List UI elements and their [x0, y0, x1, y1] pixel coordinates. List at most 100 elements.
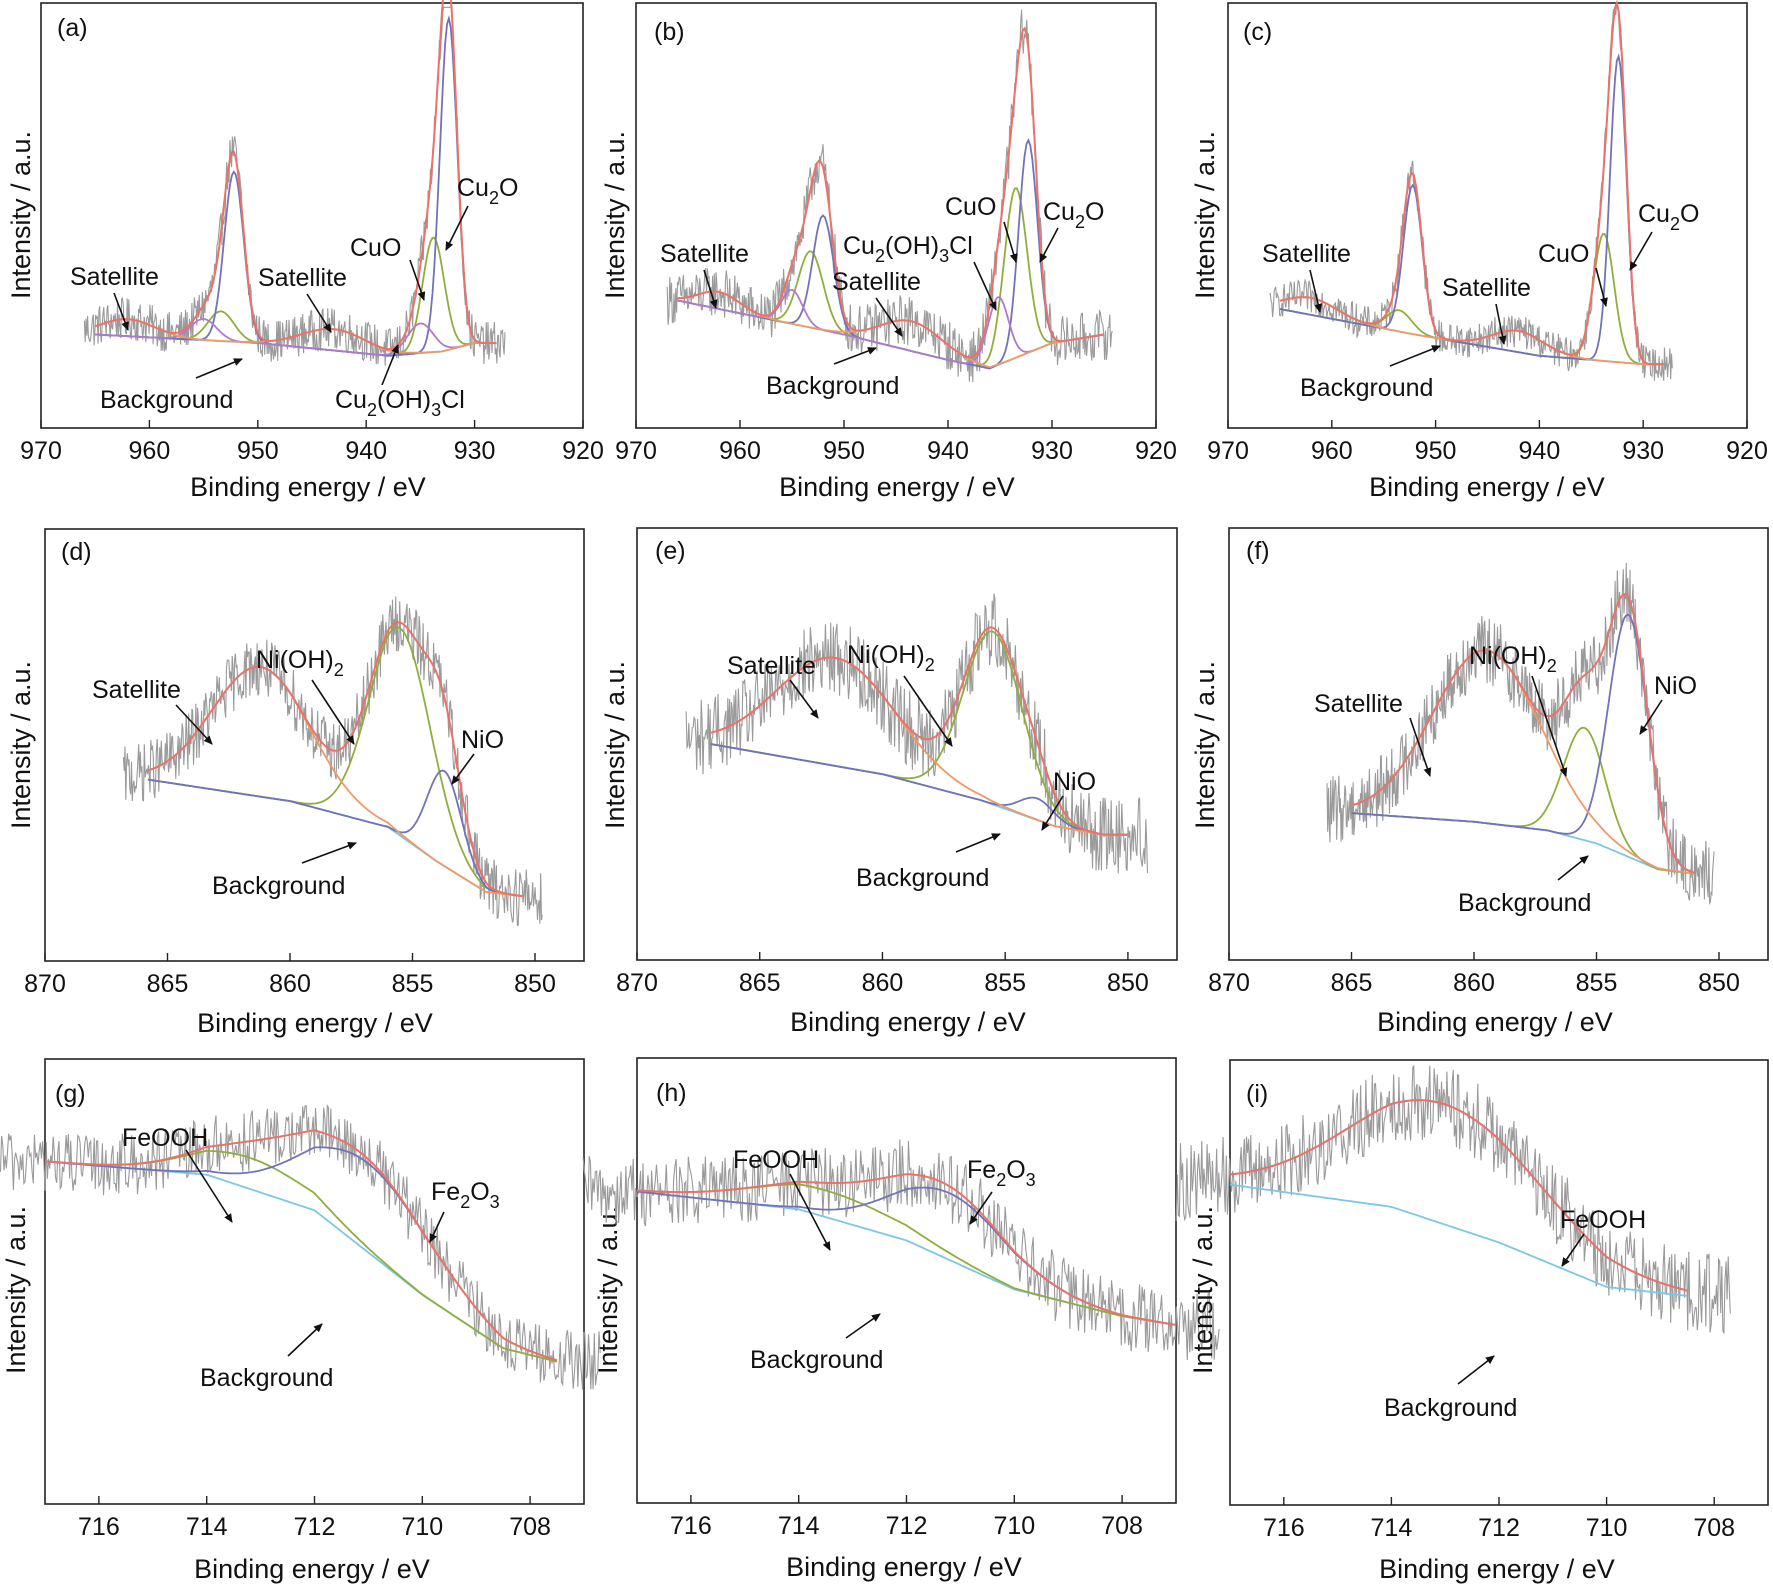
x-tick-label: 714	[778, 1512, 820, 1540]
annotation-arrow	[1389, 345, 1441, 367]
y-axis-label: Intensity / a.u.	[1188, 1206, 1218, 1374]
x-ticks: 870 865 860 855 850	[24, 953, 556, 998]
x-ticks: 970 960 950 940 930 920	[20, 420, 604, 465]
series-nio-line	[1351, 613, 1695, 874]
plot-frame	[636, 527, 1178, 961]
panel-f: (f) Intensity / a.u. Binding energy / eV…	[1190, 527, 1769, 1037]
annotation-label: Satellite	[1314, 690, 1403, 718]
svg-text:FeOOH: FeOOH	[1560, 1206, 1646, 1234]
panel-label: (c)	[1243, 18, 1272, 46]
x-tick-label: 710	[993, 1512, 1035, 1540]
y-axis-label: Intensity / a.u.	[600, 661, 630, 829]
svg-text:Satellite: Satellite	[92, 676, 181, 704]
annotation: FeOOH	[733, 1146, 831, 1251]
annotation-arrow	[1309, 269, 1323, 313]
x-axis-label: Binding energy / eV	[1379, 1554, 1615, 1584]
annotation-arrow	[845, 1313, 881, 1339]
annotation-arrow	[1531, 675, 1568, 777]
annotation-label: Background	[100, 386, 233, 414]
x-tick-label: 714	[1371, 1514, 1413, 1542]
x-axis-label: Binding energy / eV	[194, 1554, 430, 1584]
x-tick-label: 930	[1622, 437, 1664, 465]
annotation-label: CuO	[1538, 240, 1589, 268]
x-axis-label: Binding energy / eV	[190, 472, 426, 502]
annotation: Background	[212, 842, 357, 900]
annotation-arrow	[451, 753, 475, 785]
annotation-label: Background	[1300, 374, 1433, 402]
y-axis-label: Intensity / a.u.	[1190, 661, 1220, 829]
y-axis-label: Intensity / a.u.	[1, 1206, 31, 1374]
series-nio-line	[710, 743, 1128, 836]
x-tick-label: 870	[24, 970, 66, 998]
svg-text:FeOOH: FeOOH	[122, 1124, 208, 1152]
x-tick-label: 708	[1101, 1512, 1143, 1540]
annotation-arrow	[311, 679, 355, 745]
svg-text:FeOOH: FeOOH	[733, 1146, 819, 1174]
annotation: CuO	[945, 193, 1018, 263]
annotation: Background	[200, 1323, 333, 1392]
series-cu2o-line	[1279, 53, 1664, 366]
svg-text:NiO: NiO	[1053, 768, 1096, 796]
annotation: Cu2O	[1629, 200, 1699, 271]
x-ticks: 970 960 950 940 930 920	[1207, 420, 1768, 465]
x-tick-label: 930	[1031, 437, 1073, 465]
x-tick-label: 960	[1311, 437, 1353, 465]
x-axis-label: Binding energy / eV	[1369, 472, 1605, 502]
annotation-arrow	[789, 1173, 831, 1251]
annotation-arrow	[195, 358, 243, 379]
annotation: FeOOH	[1560, 1206, 1646, 1267]
annotation: NiO	[1041, 768, 1096, 831]
x-axis-label: Binding energy / eV	[786, 1552, 1022, 1582]
series-curves	[1326, 562, 1715, 905]
svg-text:Background: Background	[212, 872, 345, 900]
series-curves	[666, 9, 1113, 383]
annotation: Fe2O3	[429, 1178, 500, 1243]
panel-label: (i)	[1246, 1080, 1268, 1108]
svg-text:Satellite: Satellite	[70, 263, 159, 291]
annotation-label: FeOOH	[733, 1146, 819, 1174]
panel-c: (c) Intensity / a.u. Binding energy / eV…	[1190, 0, 1768, 502]
annotation-arrow	[1595, 267, 1608, 307]
panel-label: (f)	[1246, 537, 1270, 565]
x-tick-label: 860	[269, 970, 311, 998]
annotation-label: Background	[750, 1346, 883, 1374]
annotation: Background	[1384, 1355, 1517, 1422]
annotation-arrow	[1003, 221, 1018, 263]
annotation: Satellite	[832, 268, 921, 337]
annotation-arrow	[409, 259, 426, 301]
x-axis-label: Binding energy / eV	[1377, 1007, 1613, 1037]
svg-text:Background: Background	[856, 864, 989, 892]
x-ticks: 716 714 712 710 708	[78, 1496, 551, 1541]
series-envelope-line	[1351, 593, 1695, 874]
x-tick-label: 870	[1208, 969, 1250, 997]
svg-text:Background: Background	[1384, 1394, 1517, 1422]
annotation-arrow	[175, 704, 213, 745]
series-curves	[0, 1104, 601, 1390]
annotation-arrow	[955, 833, 1001, 853]
x-tick-label: 950	[1415, 437, 1457, 465]
x-tick-label: 960	[129, 437, 171, 465]
x-tick-label: 950	[823, 437, 865, 465]
annotation-arrow	[185, 1149, 233, 1223]
svg-text:Cu2(OH)3Cl: Cu2(OH)3Cl	[335, 386, 465, 420]
x-tick-label: 970	[20, 437, 62, 465]
annotation-arrow	[875, 297, 903, 337]
svg-text:Background: Background	[200, 1364, 333, 1392]
svg-text:CuO: CuO	[350, 234, 401, 262]
annotation-arrow	[789, 679, 819, 719]
svg-text:NiO: NiO	[1654, 672, 1697, 700]
annotation-label: Background	[1384, 1394, 1517, 1422]
series-envelope-line	[1229, 1099, 1688, 1292]
x-tick-label: 708	[1693, 1514, 1735, 1542]
annotation: Satellite	[727, 652, 819, 719]
svg-text:Cu2O: Cu2O	[1043, 198, 1104, 232]
annotation-label: Satellite	[70, 263, 159, 291]
x-tick-label: 716	[78, 1513, 120, 1541]
annotation-arrow	[113, 292, 129, 331]
annotation-label: Background	[212, 872, 345, 900]
panel-d: (d) Intensity / a.u. Binding energy / eV…	[6, 528, 585, 1038]
series-envelope-line	[636, 1173, 1177, 1326]
series-raw-line	[1175, 1064, 1731, 1335]
annotation-label: NiO	[1053, 768, 1096, 796]
